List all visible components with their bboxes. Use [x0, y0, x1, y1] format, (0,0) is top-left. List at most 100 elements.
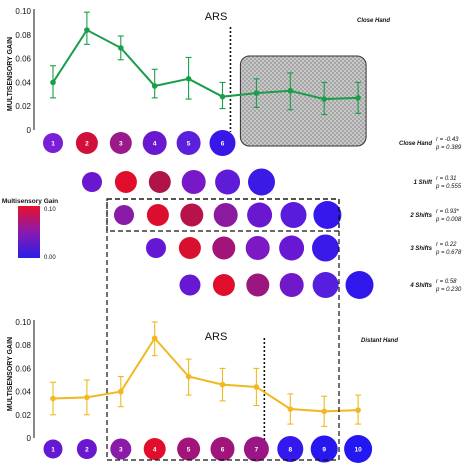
data-point: [321, 96, 328, 102]
shift-circle: [279, 273, 304, 297]
position-circle: [243, 436, 269, 462]
shift-circle: [148, 171, 171, 193]
row-p-value: p = 0.678: [435, 250, 462, 256]
bottom-ars-label: ARS: [205, 331, 228, 343]
series-line: [52, 336, 359, 413]
legend-title: Multisensory Gain: [2, 198, 58, 205]
data-point: [185, 373, 192, 380]
y-tick-label: 0.06: [15, 55, 31, 64]
data-point: [118, 388, 124, 395]
dashed-box-window: [106, 198, 340, 461]
shift-circle: [213, 203, 238, 227]
shift-circle: [248, 168, 275, 196]
shift-circle: [114, 205, 134, 225]
position-circle: [209, 130, 236, 156]
position-circle: [109, 132, 132, 154]
y-tick-label: 0: [27, 434, 32, 443]
top-ars-label: ARS: [205, 11, 228, 23]
row-r-value: r = 0.31: [436, 176, 457, 182]
data-point: [355, 407, 361, 413]
shift-circle: [215, 169, 241, 195]
shift-circle: [146, 238, 166, 258]
position-circle-number: 5: [187, 140, 191, 147]
position-circle: [43, 133, 63, 153]
data-point: [50, 395, 56, 402]
position-circle: [143, 438, 166, 460]
shift-row: [82, 168, 275, 196]
row-label: Close Hand: [399, 141, 432, 147]
data-point: [219, 93, 226, 100]
bottom-y-axis-label: MULTISENSORY GAIN: [7, 337, 14, 411]
data-point: [253, 90, 260, 96]
row-r-value: r = 0.93*: [436, 209, 460, 215]
y-tick-label: 0.04: [15, 388, 31, 397]
bottom-axes: 0 0.02 0.04 0.06 0.08 0.10: [15, 318, 35, 443]
row-p-value: p = 0.555: [435, 184, 462, 190]
data-point: [219, 381, 226, 388]
legend-max-label: 0.10: [44, 207, 56, 213]
shift-circle: [245, 236, 270, 260]
row-r-value: r = 0.22: [436, 242, 457, 248]
position-circle-number: 2: [85, 446, 89, 453]
shift-circle: [312, 234, 339, 262]
shift-circle: [212, 274, 235, 296]
position-circle-number: 4: [153, 140, 157, 147]
position-circle: [344, 435, 373, 463]
shift-rows: [82, 168, 374, 299]
top-series: [50, 11, 362, 132]
data-point: [50, 79, 56, 86]
shift-circle: [279, 235, 305, 261]
y-tick-label: 0.04: [15, 78, 31, 87]
position-circle: [210, 437, 235, 461]
position-circle: [142, 131, 167, 155]
y-tick-label: 0.08: [15, 31, 31, 40]
top-corner-label: Close Hand: [357, 18, 390, 24]
colorbar-legend: Multisensory Gain 0.10 0.00: [2, 198, 58, 261]
position-circle-number: 6: [221, 140, 225, 147]
row-r-value: r = -0.43: [436, 137, 459, 143]
top-y-axis-label: MULTISENSORY GAIN: [7, 37, 14, 111]
top-axes: 0 0.02 0.04 0.06 0.08 0.10: [15, 7, 35, 135]
position-circle: [177, 437, 201, 461]
data-point: [185, 76, 192, 82]
row-label: 4 Shifts: [409, 283, 432, 289]
position-circle: [75, 132, 98, 154]
top-position-circles: 1 2 3 4 5 6: [43, 130, 236, 156]
shift-circle: [180, 203, 204, 227]
shift-circle: [246, 273, 270, 297]
shift-row: [179, 271, 374, 299]
shift-circle: [181, 170, 206, 194]
y-tick-label: 0: [27, 126, 32, 135]
shift-circle: [82, 172, 102, 192]
position-circle: [43, 439, 63, 459]
data-point: [84, 27, 90, 33]
position-circle: [277, 436, 304, 462]
shift-circle: [345, 271, 374, 299]
data-point: [118, 45, 124, 51]
shift-circle: [146, 204, 169, 226]
top-shaded-region: [239, 55, 367, 147]
row-p-value: p = 0.389: [435, 145, 462, 151]
position-circle-number: 7: [255, 446, 259, 453]
y-tick-label: 0.10: [15, 7, 31, 16]
data-point: [321, 408, 328, 415]
position-circle-number: 3: [119, 140, 123, 147]
y-tick-label: 0.10: [15, 318, 31, 327]
row-p-value: p = 0.008: [435, 217, 462, 223]
position-circle: [310, 435, 338, 463]
row-p-value: p = 0.230: [435, 287, 462, 293]
legend-colorbar: [18, 206, 40, 258]
bottom-series: [50, 321, 362, 440]
position-circle-number: 5: [187, 446, 191, 453]
shift-circle: [114, 171, 137, 193]
bottom-position-circles: 1 2 3 4 5 6 7 8 9 10: [43, 435, 373, 463]
data-point: [84, 394, 90, 401]
shift-circle: [212, 236, 236, 260]
shaded-box: [239, 55, 367, 147]
shift-circle: [280, 202, 307, 228]
position-circle-number: 1: [51, 446, 55, 453]
shift-row: [146, 234, 339, 262]
data-point: [287, 406, 294, 412]
